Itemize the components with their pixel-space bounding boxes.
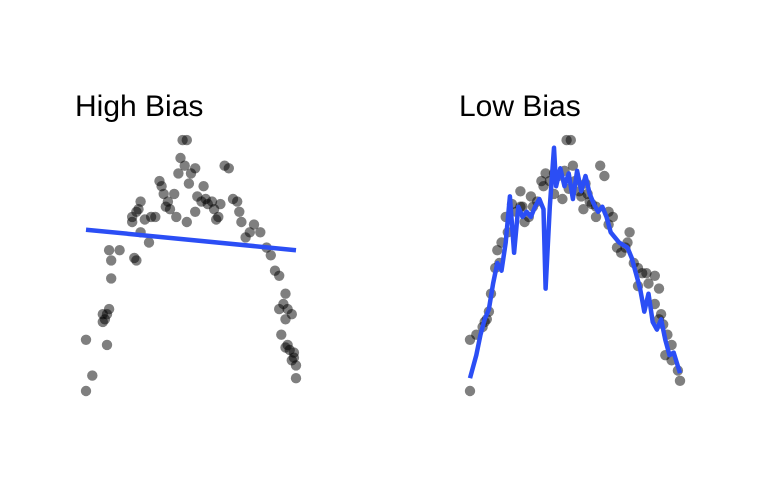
data-point	[106, 255, 117, 266]
data-point	[183, 178, 195, 189]
data-point	[143, 237, 155, 248]
data-point	[540, 168, 551, 179]
chart-title-high-bias: High Bias	[75, 90, 203, 123]
data-point	[215, 198, 226, 210]
data-point	[280, 314, 291, 325]
data-point	[525, 191, 537, 202]
data-point	[103, 245, 115, 256]
data-point	[181, 216, 192, 228]
fit-line-high-bias	[85, 227, 297, 253]
data-point	[101, 339, 113, 351]
data-point	[234, 206, 245, 217]
data-point	[181, 134, 192, 146]
data-point	[198, 181, 209, 192]
data-point	[135, 196, 146, 207]
data-point	[280, 288, 291, 299]
data-point	[236, 216, 247, 228]
data-point	[567, 160, 579, 171]
data-point	[160, 201, 171, 212]
data-point	[276, 329, 287, 340]
data-point	[190, 163, 201, 174]
data-point	[290, 373, 302, 384]
data-point	[649, 270, 660, 281]
data-point	[179, 160, 190, 171]
data-point	[274, 270, 285, 281]
data-point	[674, 375, 686, 386]
scatter-points-low-bias	[464, 134, 686, 397]
data-point	[578, 204, 589, 215]
fit-line	[467, 145, 683, 379]
data-point	[190, 206, 201, 217]
data-point	[248, 219, 260, 230]
data-point	[641, 268, 652, 279]
data-point	[565, 134, 576, 146]
data-point	[150, 211, 161, 223]
data-point	[653, 283, 665, 294]
data-point	[557, 193, 568, 205]
data-point	[595, 160, 606, 171]
data-point	[232, 196, 243, 207]
data-point	[169, 188, 180, 200]
data-point	[87, 370, 98, 381]
data-point	[515, 186, 526, 197]
data-point	[590, 211, 602, 223]
data-point	[655, 309, 667, 320]
data-point	[80, 334, 92, 345]
data-point	[129, 252, 140, 264]
data-point	[464, 385, 476, 397]
data-point	[158, 188, 169, 200]
chart-title-low-bias: Low Bias	[459, 90, 581, 123]
data-point	[492, 245, 503, 256]
data-point	[290, 360, 302, 371]
data-point	[213, 211, 224, 223]
data-point	[97, 309, 109, 320]
data-point	[265, 250, 276, 261]
data-point	[114, 245, 125, 256]
data-point	[288, 347, 300, 358]
panel-high-bias: High Bias	[75, 90, 302, 397]
panel-low-bias: Low Bias	[459, 90, 686, 397]
data-point	[173, 168, 184, 179]
data-point	[599, 170, 610, 182]
data-point	[171, 211, 182, 223]
data-point	[80, 385, 92, 397]
data-point	[223, 163, 234, 174]
data-point	[255, 227, 266, 238]
fit-line	[85, 227, 297, 253]
data-point	[244, 227, 255, 238]
data-point	[106, 273, 117, 284]
fit-line-low-bias	[467, 145, 683, 379]
data-point	[278, 298, 289, 310]
scatter-points-high-bias	[80, 134, 302, 397]
data-point	[175, 152, 186, 164]
data-point	[624, 227, 635, 238]
data-point	[643, 278, 654, 289]
data-point	[607, 211, 618, 223]
